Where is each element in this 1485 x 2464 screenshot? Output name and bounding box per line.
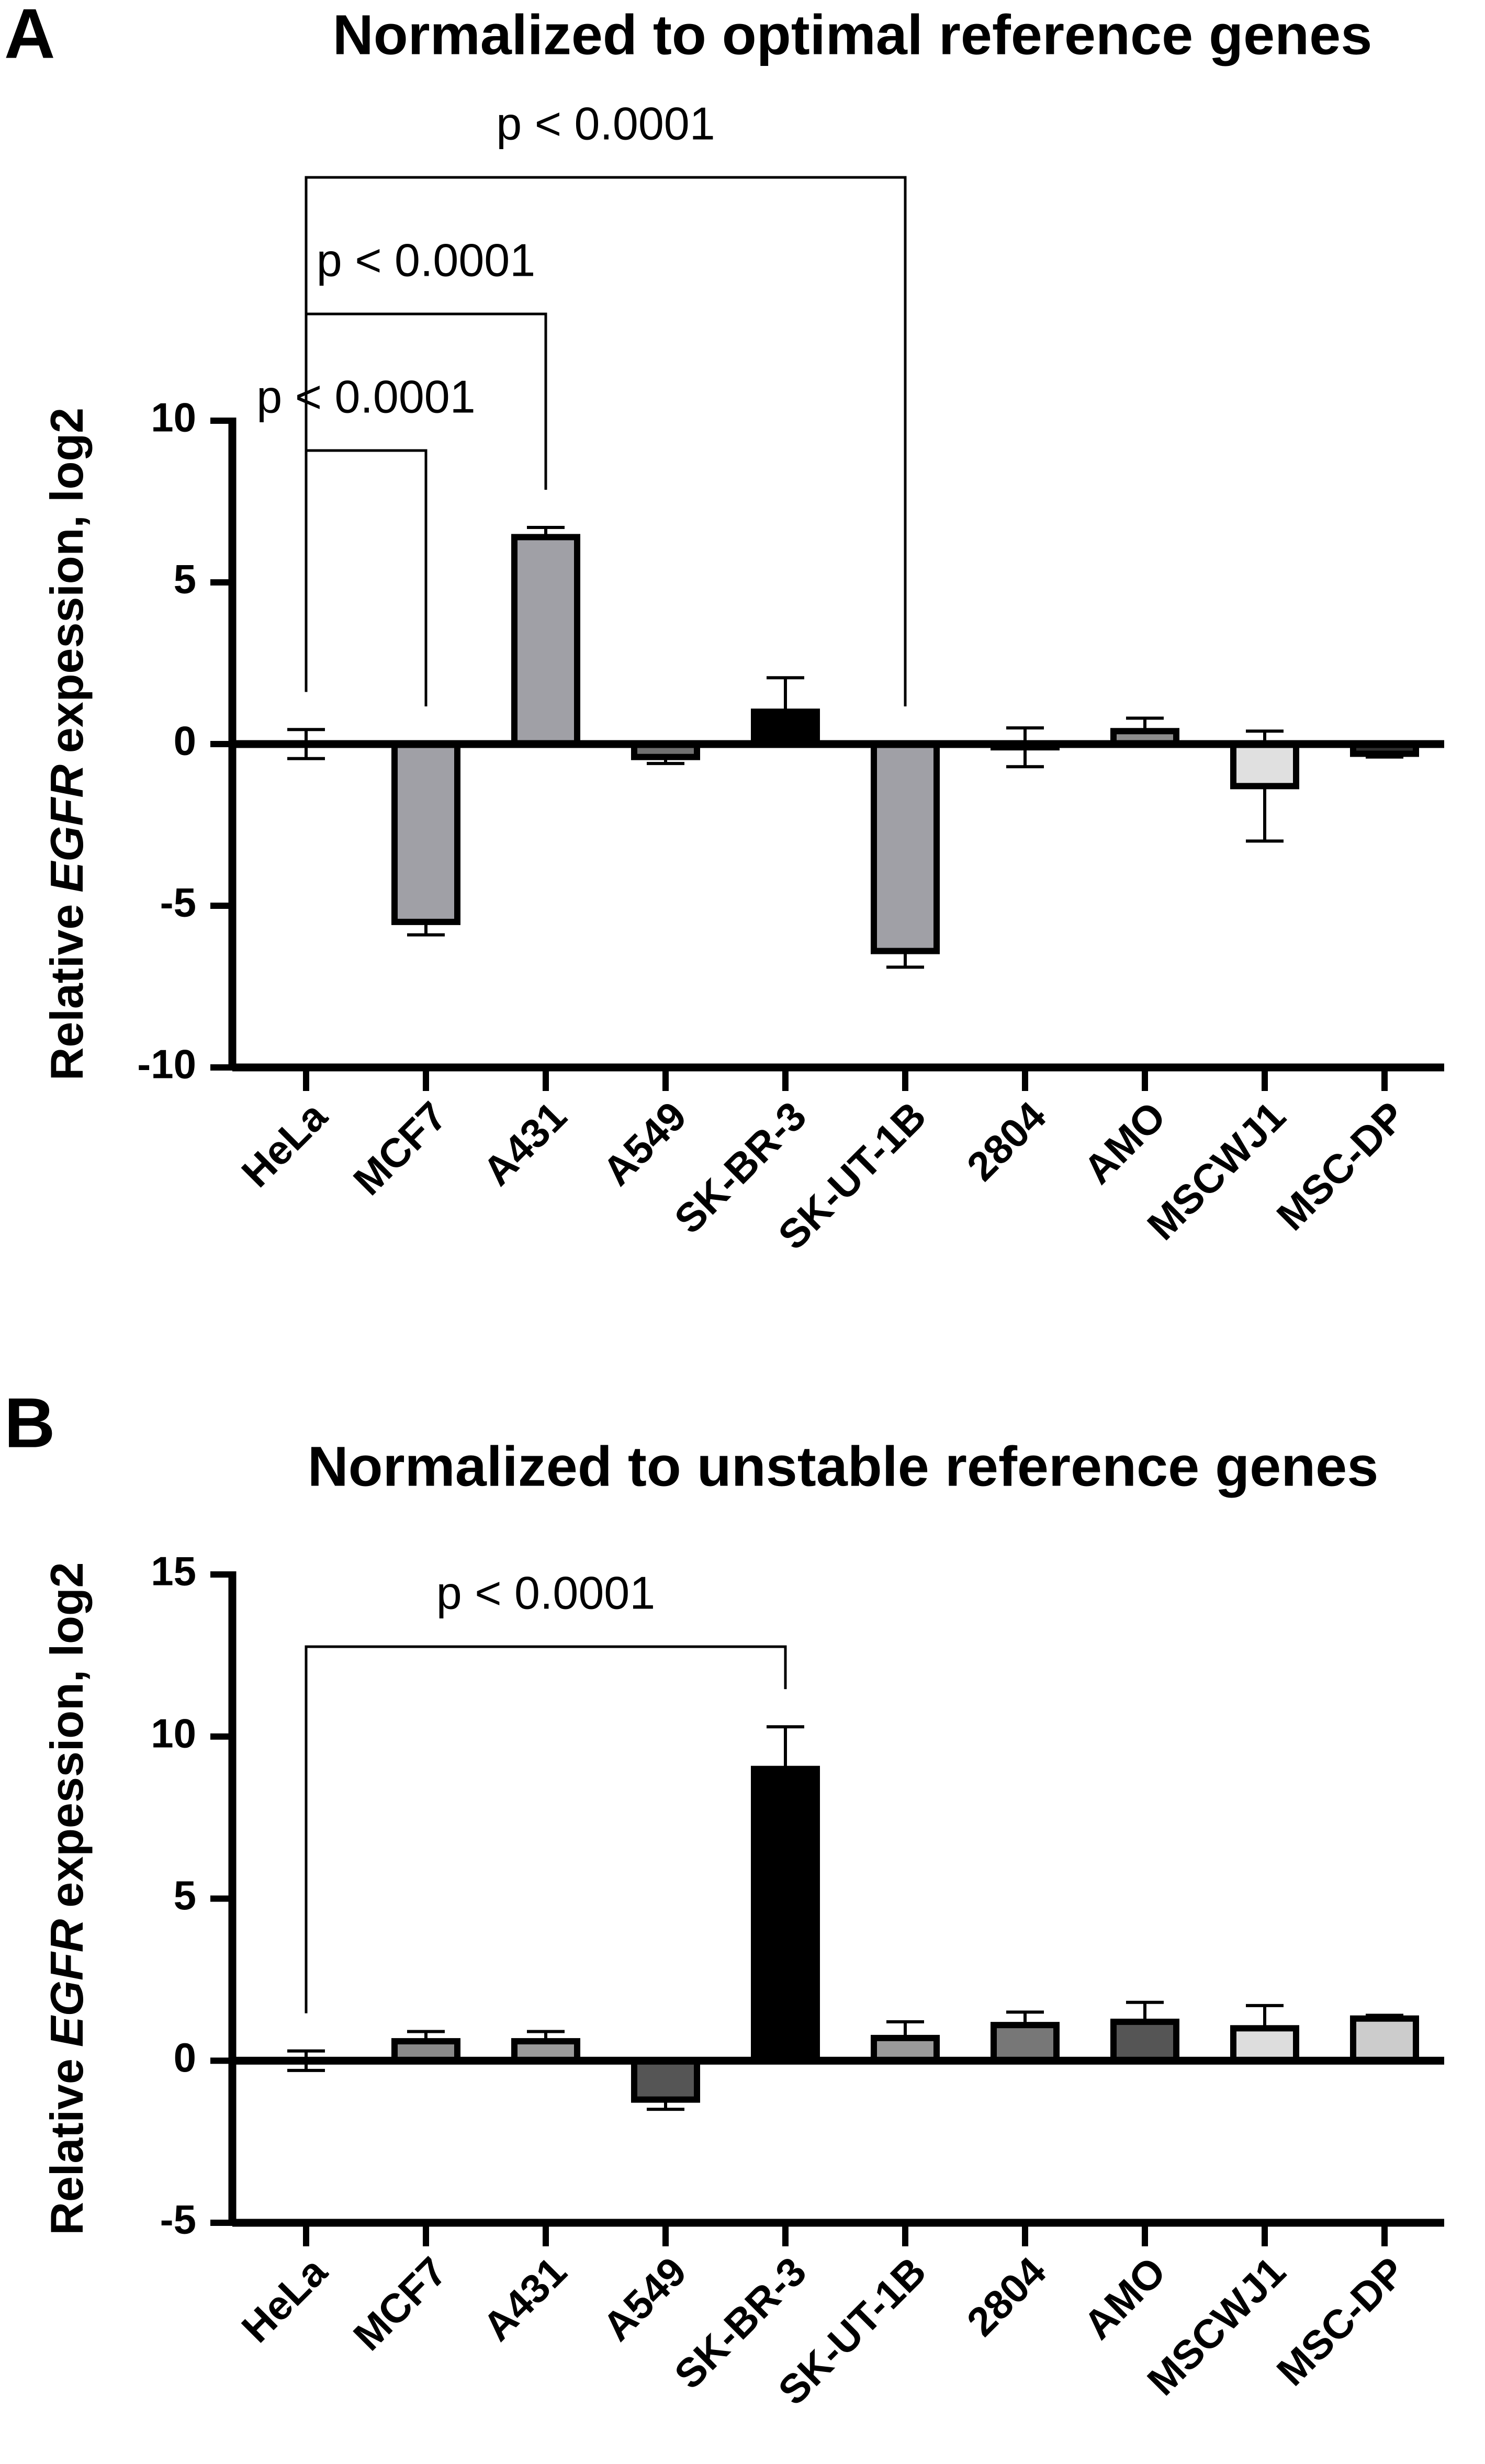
bar [1110, 2018, 1179, 2064]
significance-bracket [305, 449, 428, 706]
y-label-part: expession, log2 [41, 1562, 93, 1907]
y-axis-label: Relative EGFR expession, log2 [41, 1562, 93, 2235]
y-axis-label: Relative EGFR expession, log2 [41, 408, 93, 1081]
x-tick-label: HeLa [232, 2248, 336, 2352]
bar [1230, 741, 1299, 790]
x-tick-label: A549 [594, 1093, 695, 1194]
y-label-gene: EGFR [41, 1919, 93, 2047]
y-label-part: Relative [41, 2058, 93, 2235]
x-tick-label: A549 [594, 2248, 695, 2349]
y-tick-label: 10 [151, 1710, 196, 1756]
panel-label: B [4, 1383, 55, 1462]
panel-label: A [4, 0, 55, 73]
x-tick-label: MCF7 [344, 2248, 455, 2359]
x-tick-label: MCF7 [344, 1093, 455, 1203]
x-tick-label: MSC-DP [1268, 2248, 1414, 2394]
y-tick-label: 0 [174, 718, 196, 764]
y-tick-label: 5 [174, 556, 196, 602]
x-tick-label: 2804 [958, 1093, 1055, 1189]
y-label-part: Relative [41, 904, 93, 1081]
chart-title: Normalized to optimal reference genes [333, 3, 1372, 66]
significance-label: p < 0.0001 [496, 97, 715, 149]
x-tick-label: MSC-DP [1268, 1093, 1414, 1239]
y-tick-label: 0 [174, 2034, 196, 2080]
y-tick-label: 15 [151, 1548, 196, 1594]
x-tick-label: HeLa [232, 1093, 336, 1196]
bar [631, 2057, 700, 2103]
y-label-part: expession, log2 [41, 408, 93, 753]
bar [511, 534, 580, 747]
x-tick-label: A431 [474, 1093, 576, 1194]
significance-label: p < 0.0001 [317, 234, 535, 286]
x-tick-label: 2804 [958, 2248, 1055, 2345]
y-tick-label: -10 [137, 1041, 196, 1087]
bar [871, 741, 940, 954]
bar [751, 1765, 820, 2064]
y-tick-label: -5 [160, 880, 196, 926]
bar [751, 708, 820, 747]
significance-bracket [305, 1645, 787, 2013]
chart-title: Normalized to unstable reference genes [308, 1435, 1379, 1498]
y-tick-label: 5 [174, 1872, 196, 1918]
y-tick-label: -5 [160, 2197, 196, 2243]
bar [991, 2022, 1060, 2064]
significance-label: p < 0.0001 [436, 1567, 655, 1618]
x-tick-label: AMO [1075, 2248, 1175, 2348]
x-tick-label: A431 [474, 2248, 576, 2349]
y-label-gene: EGFR [41, 764, 93, 892]
y-tick-label: 10 [151, 395, 196, 441]
significance-label: p < 0.0001 [256, 370, 475, 422]
bar [1230, 2025, 1299, 2064]
bar [1350, 2015, 1419, 2064]
bar [391, 741, 460, 925]
significance-bracket [305, 176, 907, 706]
x-tick-label: AMO [1075, 1093, 1175, 1192]
